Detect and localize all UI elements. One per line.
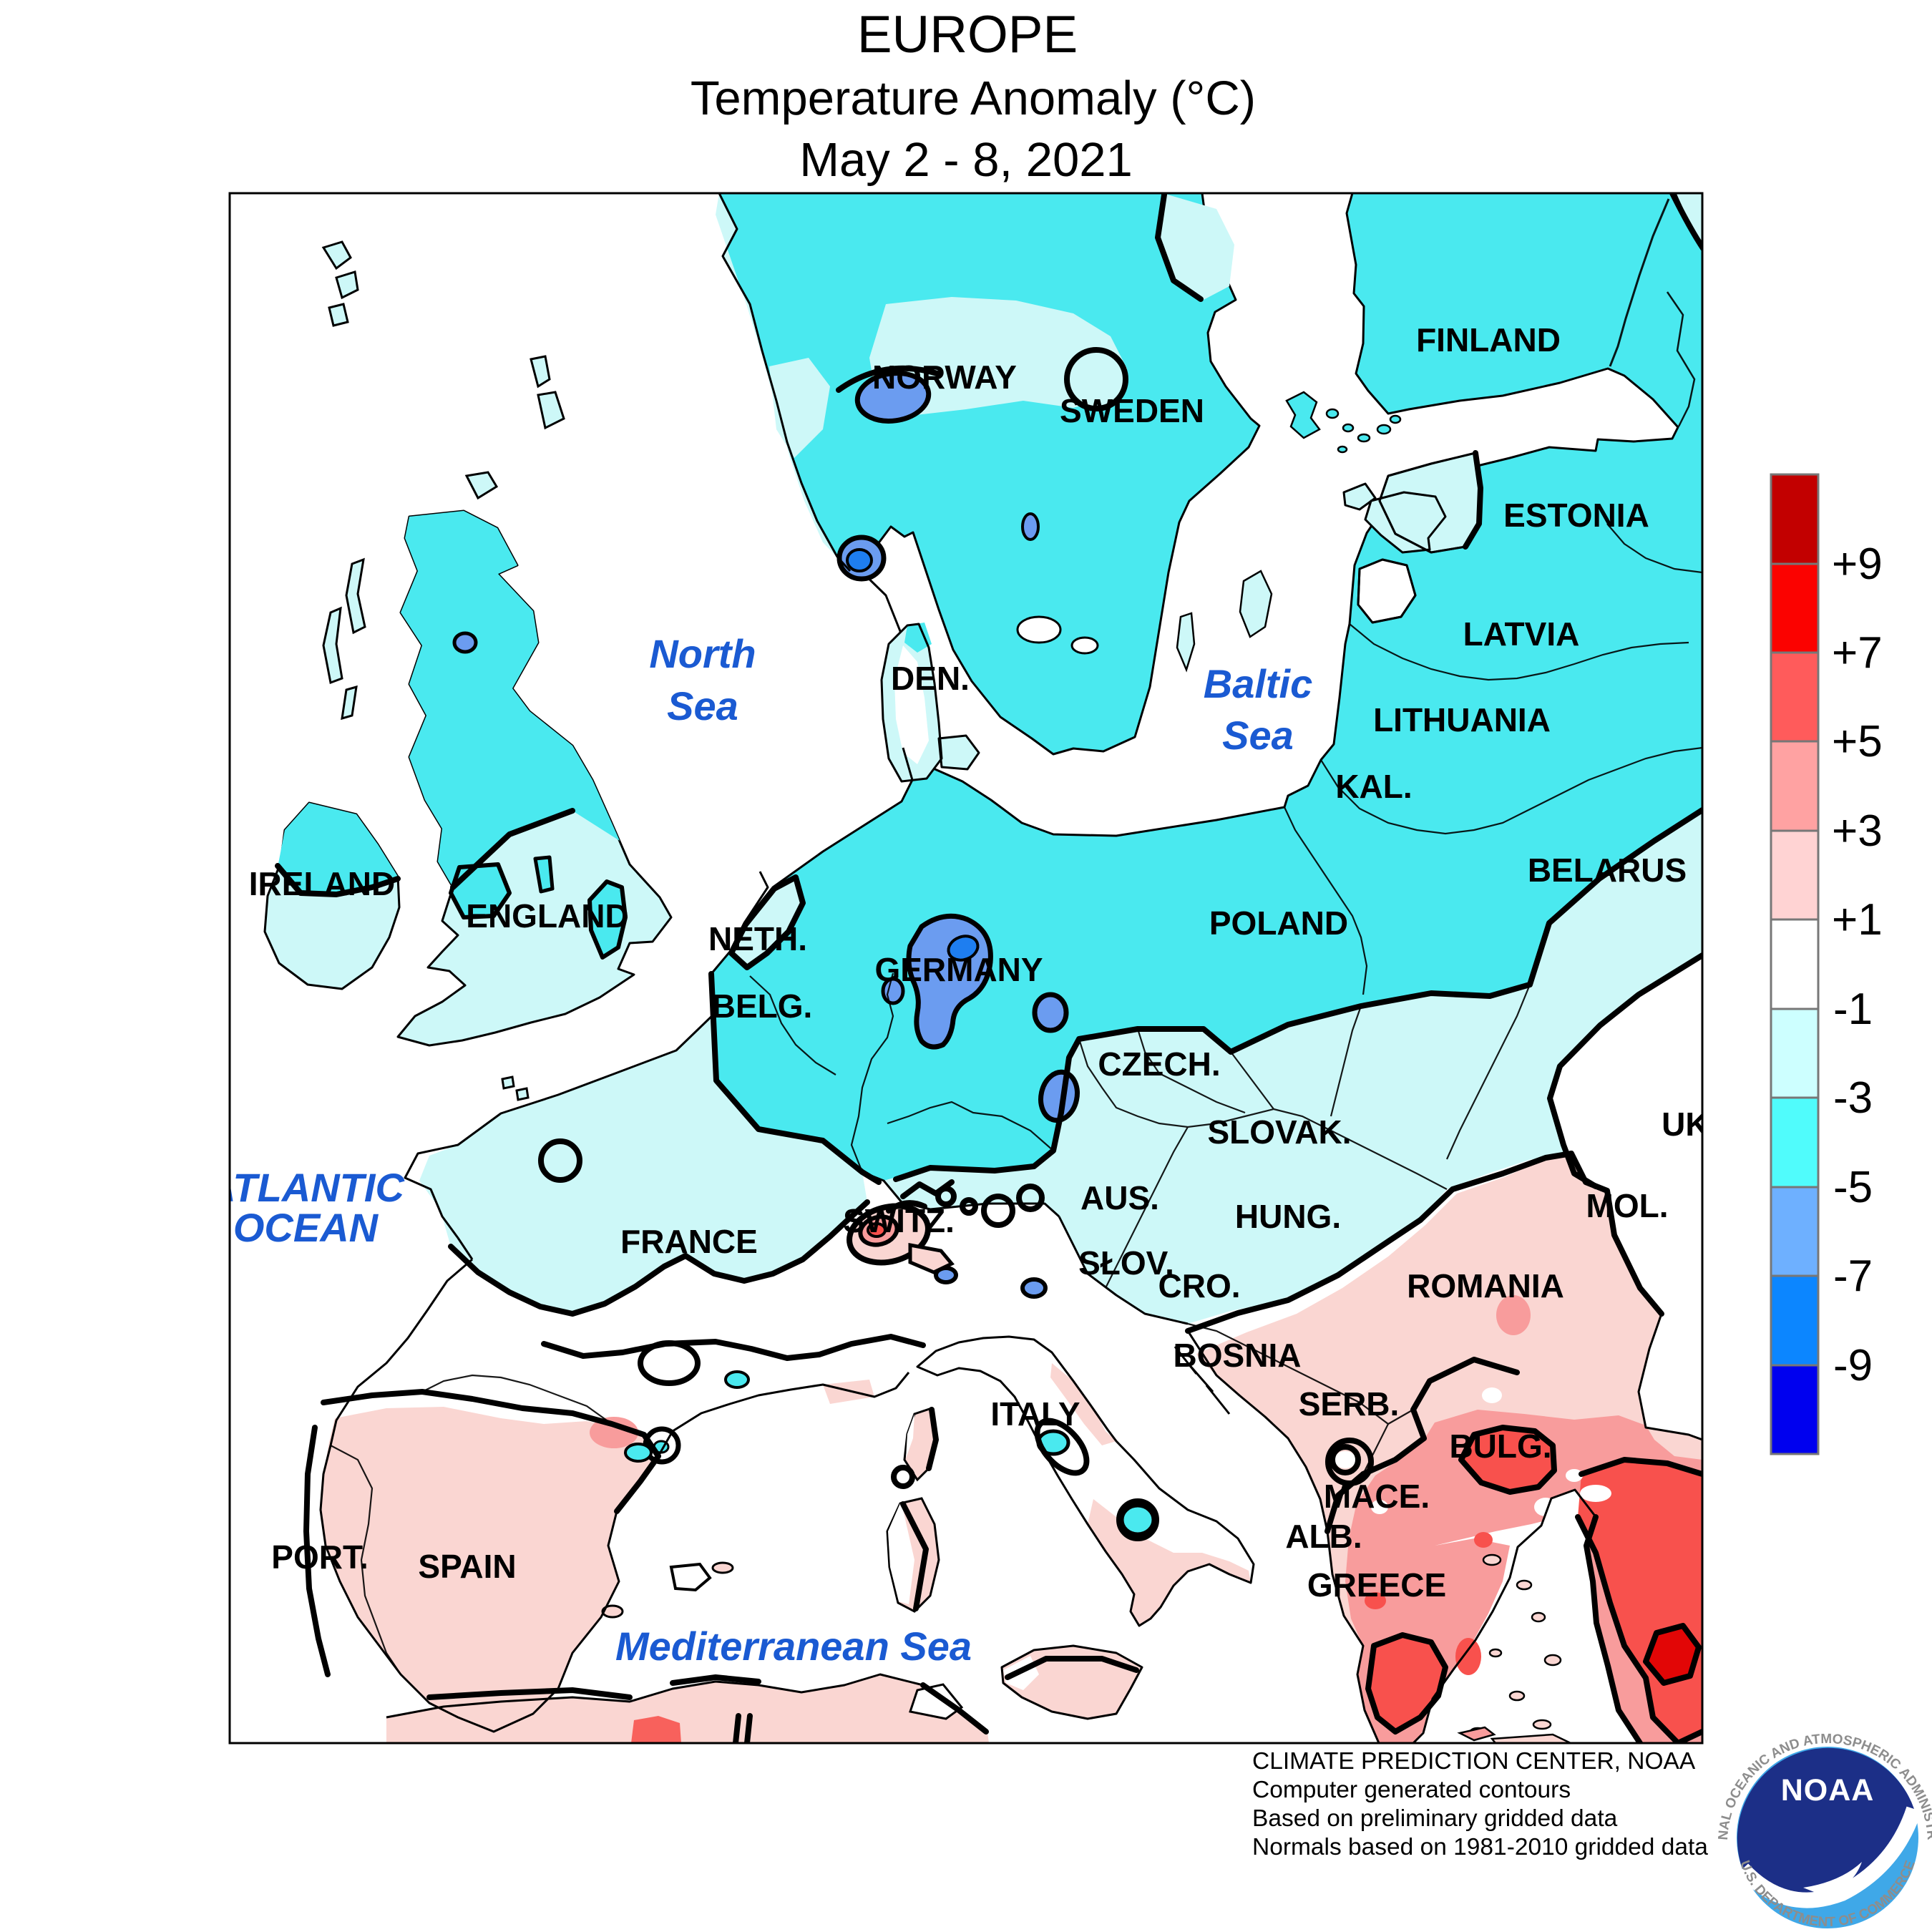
- svg-text:+1: +1: [1832, 895, 1883, 945]
- svg-text:Computer generated contours: Computer generated contours: [1252, 1777, 1571, 1803]
- svg-text:BELG.: BELG.: [712, 987, 813, 1025]
- svg-text:NETH.: NETH.: [708, 920, 807, 957]
- svg-text:ENGLAND: ENGLAND: [466, 897, 628, 935]
- svg-text:CLIMATE PREDICTION CENTER, NOA: CLIMATE PREDICTION CENTER, NOAA: [1252, 1748, 1696, 1775]
- svg-text:CRO.: CRO.: [1158, 1267, 1241, 1304]
- svg-text:GREECE: GREECE: [1307, 1566, 1446, 1604]
- svg-text:SWITZ.: SWITZ.: [843, 1202, 955, 1239]
- svg-text:PORT.: PORT.: [271, 1538, 368, 1576]
- svg-text:Based on preliminary gridded d: Based on preliminary gridded data: [1252, 1805, 1618, 1832]
- svg-text:ESTONIA: ESTONIA: [1503, 497, 1649, 534]
- svg-text:LATVIA: LATVIA: [1463, 615, 1580, 653]
- svg-text:LITHUANIA: LITHUANIA: [1373, 701, 1551, 738]
- svg-text:SERB.: SERB.: [1299, 1385, 1400, 1423]
- svg-text:-3: -3: [1833, 1073, 1873, 1123]
- svg-text:FRANCE: FRANCE: [620, 1223, 758, 1260]
- svg-text:SPAIN: SPAIN: [418, 1548, 516, 1585]
- svg-text:CZECH.: CZECH.: [1098, 1045, 1220, 1083]
- svg-text:BELARUS: BELARUS: [1528, 852, 1687, 889]
- svg-text:ATLANTIC: ATLANTIC: [205, 1165, 405, 1210]
- svg-text:IRELAND: IRELAND: [249, 865, 395, 902]
- svg-text:ALB.: ALB.: [1285, 1518, 1362, 1555]
- svg-text:-7: -7: [1833, 1252, 1873, 1301]
- svg-text:+5: +5: [1832, 717, 1883, 766]
- svg-text:Normals based on 1981-2010 gri: Normals based on 1981-2010 gridded data: [1252, 1834, 1708, 1860]
- svg-text:Sea: Sea: [1222, 713, 1294, 758]
- svg-text:-9: -9: [1833, 1341, 1873, 1390]
- svg-text:AUS.: AUS.: [1080, 1179, 1159, 1216]
- svg-text:MOL.: MOL.: [1586, 1187, 1669, 1224]
- svg-text:EUROPE: EUROPE: [857, 6, 1078, 64]
- svg-text:NORWAY: NORWAY: [872, 358, 1017, 396]
- svg-text:+9: +9: [1832, 540, 1883, 589]
- svg-text:NOAA: NOAA: [1781, 1773, 1875, 1807]
- svg-text:ITALY: ITALY: [990, 1395, 1080, 1433]
- svg-text:BOSNIA: BOSNIA: [1174, 1337, 1302, 1374]
- svg-text:SLOVAK.: SLOVAK.: [1207, 1113, 1351, 1151]
- svg-text:ROMANIA: ROMANIA: [1407, 1267, 1564, 1304]
- svg-text:KAL.: KAL.: [1335, 768, 1412, 805]
- svg-text:MACE.: MACE.: [1324, 1478, 1430, 1515]
- svg-text:POLAND: POLAND: [1209, 904, 1348, 942]
- svg-text:SWEDEN: SWEDEN: [1060, 392, 1204, 429]
- svg-text:DEN.: DEN.: [891, 660, 970, 697]
- svg-text:Baltic: Baltic: [1204, 661, 1313, 706]
- svg-text:SŁOV.: SŁOV.: [1078, 1244, 1174, 1282]
- svg-text:+3: +3: [1832, 806, 1883, 856]
- svg-text:May 2 - 8, 2021: May 2 - 8, 2021: [799, 133, 1133, 187]
- svg-text:UKR: UKR: [1662, 1106, 1733, 1143]
- svg-text:Temperature Anomaly (°C): Temperature Anomaly (°C): [691, 72, 1256, 125]
- svg-text:+7: +7: [1832, 628, 1883, 678]
- svg-text:HUNG.: HUNG.: [1235, 1198, 1341, 1235]
- svg-text:FINLAND: FINLAND: [1416, 321, 1561, 358]
- svg-text:Mediterranean Sea: Mediterranean Sea: [615, 1624, 972, 1669]
- svg-text:-5: -5: [1833, 1163, 1873, 1212]
- svg-text:BULG.: BULG.: [1449, 1428, 1551, 1465]
- svg-text:OCEAN: OCEAN: [233, 1205, 379, 1250]
- svg-text:GERMANY: GERMANY: [874, 951, 1043, 988]
- svg-text:-1: -1: [1833, 985, 1873, 1034]
- svg-text:Sea: Sea: [667, 683, 738, 728]
- svg-text:North: North: [649, 631, 756, 676]
